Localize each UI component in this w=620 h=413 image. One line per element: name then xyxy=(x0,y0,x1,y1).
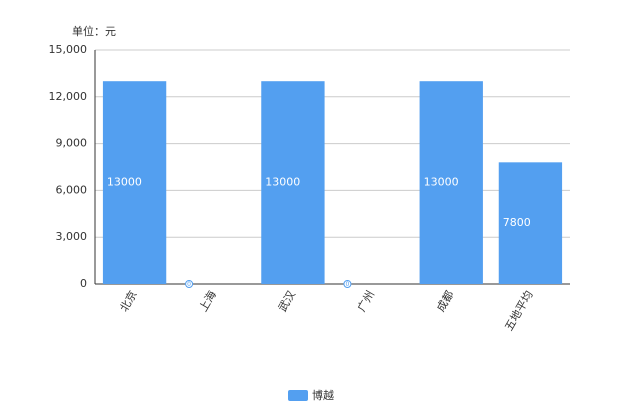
data-label: 7800 xyxy=(503,216,531,229)
x-tick-label: 广州 xyxy=(355,289,377,315)
zero-marker xyxy=(343,280,352,288)
x-tick-label: 北京 xyxy=(117,288,140,314)
y-tick-label: 12,000 xyxy=(49,90,88,103)
x-tick-label: 五地平均 xyxy=(502,289,535,334)
legend-label: 博越 xyxy=(312,388,334,402)
x-tick-label: 成都 xyxy=(434,289,456,315)
bar xyxy=(498,162,563,284)
x-tick-label: 武汉 xyxy=(276,289,298,315)
data-label: 0 xyxy=(187,281,191,288)
y-tick-label: 9,000 xyxy=(56,137,88,150)
y-tick-label: 6,000 xyxy=(56,183,88,196)
bar xyxy=(419,81,483,284)
bar xyxy=(102,81,167,284)
zero-marker xyxy=(185,280,194,288)
y-tick-label: 15,000 xyxy=(49,43,88,56)
data-label: 13000 xyxy=(107,176,142,189)
y-axis-label: 单位：元 xyxy=(72,24,116,38)
legend-swatch xyxy=(288,390,308,401)
y-tick-label: 3,000 xyxy=(56,230,88,243)
data-label: 13000 xyxy=(424,176,459,189)
x-tick-label: 上海 xyxy=(196,288,219,314)
data-label: 0 xyxy=(346,281,350,288)
bar xyxy=(261,81,325,284)
y-tick-label: 0 xyxy=(80,277,87,290)
data-label: 13000 xyxy=(265,176,300,189)
